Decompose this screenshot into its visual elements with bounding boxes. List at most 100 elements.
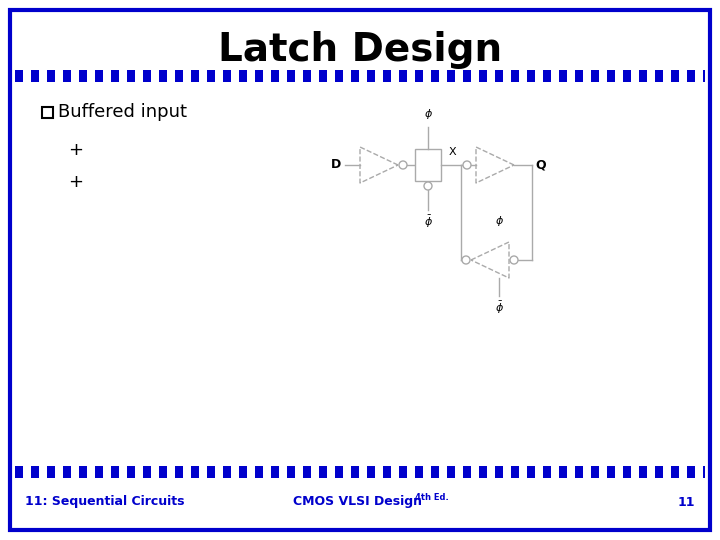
- Bar: [335, 70, 343, 82]
- Bar: [247, 466, 255, 478]
- Bar: [447, 466, 455, 478]
- Text: +: +: [68, 141, 83, 159]
- Bar: [407, 70, 415, 82]
- Bar: [79, 70, 87, 82]
- Bar: [95, 70, 103, 82]
- Bar: [415, 70, 423, 82]
- Text: $\bar\phi$: $\bar\phi$: [495, 300, 503, 316]
- Bar: [223, 70, 231, 82]
- Bar: [183, 70, 191, 82]
- Bar: [335, 466, 343, 478]
- Text: D: D: [330, 159, 341, 172]
- Bar: [399, 466, 407, 478]
- Bar: [535, 70, 543, 82]
- Bar: [63, 466, 71, 478]
- Bar: [511, 466, 519, 478]
- Bar: [679, 70, 687, 82]
- Bar: [231, 466, 239, 478]
- Bar: [271, 466, 279, 478]
- Bar: [631, 70, 639, 82]
- Bar: [127, 466, 135, 478]
- Bar: [159, 466, 167, 478]
- Bar: [15, 466, 23, 478]
- Bar: [39, 466, 47, 478]
- Bar: [183, 466, 191, 478]
- Bar: [655, 466, 663, 478]
- Bar: [15, 70, 23, 82]
- Text: 4th Ed.: 4th Ed.: [415, 492, 449, 502]
- Bar: [623, 466, 631, 478]
- Circle shape: [399, 161, 407, 169]
- Bar: [423, 70, 431, 82]
- Bar: [47, 466, 55, 478]
- Bar: [575, 70, 583, 82]
- Bar: [687, 466, 695, 478]
- Bar: [55, 70, 63, 82]
- Text: $\phi$: $\phi$: [495, 214, 503, 228]
- Bar: [439, 466, 447, 478]
- Bar: [279, 466, 287, 478]
- Bar: [503, 70, 511, 82]
- Bar: [655, 70, 663, 82]
- Bar: [239, 70, 247, 82]
- Text: 11: 11: [678, 496, 695, 509]
- Bar: [111, 70, 119, 82]
- Bar: [559, 466, 567, 478]
- Bar: [559, 70, 567, 82]
- Bar: [151, 70, 159, 82]
- Bar: [703, 70, 705, 82]
- Circle shape: [510, 256, 518, 264]
- Bar: [271, 70, 279, 82]
- Bar: [511, 70, 519, 82]
- Bar: [23, 466, 31, 478]
- Bar: [647, 70, 655, 82]
- Bar: [191, 70, 199, 82]
- Bar: [391, 70, 399, 82]
- Bar: [303, 466, 311, 478]
- Bar: [191, 466, 199, 478]
- Bar: [71, 466, 79, 478]
- Bar: [479, 70, 487, 82]
- Bar: [567, 70, 575, 82]
- Bar: [135, 466, 143, 478]
- Text: Buffered input: Buffered input: [58, 103, 187, 121]
- Bar: [687, 70, 695, 82]
- Bar: [543, 70, 551, 82]
- Bar: [71, 70, 79, 82]
- Bar: [87, 466, 95, 478]
- Bar: [519, 466, 527, 478]
- Circle shape: [463, 161, 471, 169]
- Circle shape: [424, 182, 432, 190]
- Bar: [199, 70, 207, 82]
- Bar: [31, 466, 39, 478]
- Bar: [151, 466, 159, 478]
- Bar: [615, 466, 623, 478]
- Bar: [327, 70, 335, 82]
- Bar: [487, 466, 495, 478]
- Bar: [351, 466, 359, 478]
- Text: +: +: [68, 173, 83, 191]
- Bar: [279, 70, 287, 82]
- Bar: [175, 466, 183, 478]
- Bar: [135, 70, 143, 82]
- Bar: [303, 70, 311, 82]
- Bar: [463, 466, 471, 478]
- Bar: [359, 70, 367, 82]
- Text: $\bar\phi$: $\bar\phi$: [423, 214, 433, 230]
- Bar: [495, 70, 503, 82]
- Bar: [247, 70, 255, 82]
- Bar: [319, 70, 327, 82]
- Bar: [695, 466, 703, 478]
- Bar: [487, 70, 495, 82]
- Bar: [351, 70, 359, 82]
- Bar: [591, 466, 599, 478]
- Bar: [631, 466, 639, 478]
- Bar: [47, 70, 55, 82]
- Bar: [311, 466, 319, 478]
- Bar: [543, 466, 551, 478]
- Bar: [471, 466, 479, 478]
- Bar: [471, 70, 479, 82]
- Bar: [79, 466, 87, 478]
- Bar: [263, 70, 271, 82]
- Bar: [127, 70, 135, 82]
